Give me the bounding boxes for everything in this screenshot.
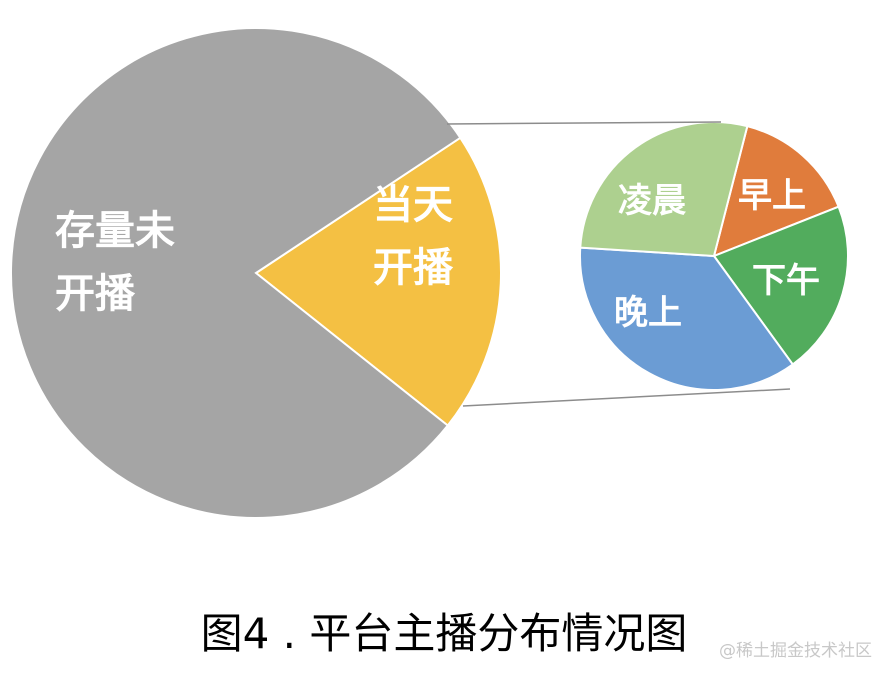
label-main-0: 存量未开播 bbox=[55, 208, 175, 317]
main-slice-0 bbox=[254, 136, 502, 427]
label-sec-1: 下午 bbox=[752, 261, 820, 301]
secondary-slice-0 bbox=[712, 124, 840, 258]
main-slice-1 bbox=[10, 27, 462, 519]
label-sec-0: 早上 bbox=[738, 176, 806, 216]
label-sec-3: 凌晨 bbox=[618, 181, 686, 221]
secondary-slice-2 bbox=[579, 246, 795, 391]
connector-line-bottom bbox=[462, 388, 791, 407]
chart-title: 图4 . 平台主播分布情况图 bbox=[200, 609, 688, 658]
connector-line-top bbox=[446, 121, 722, 125]
label-sec-2: 晚上 bbox=[614, 293, 682, 333]
watermark: @稀土掘金技术社区 bbox=[719, 641, 872, 661]
label-main-1: 当天开播 bbox=[373, 182, 453, 291]
secondary-slice-1 bbox=[712, 205, 849, 366]
